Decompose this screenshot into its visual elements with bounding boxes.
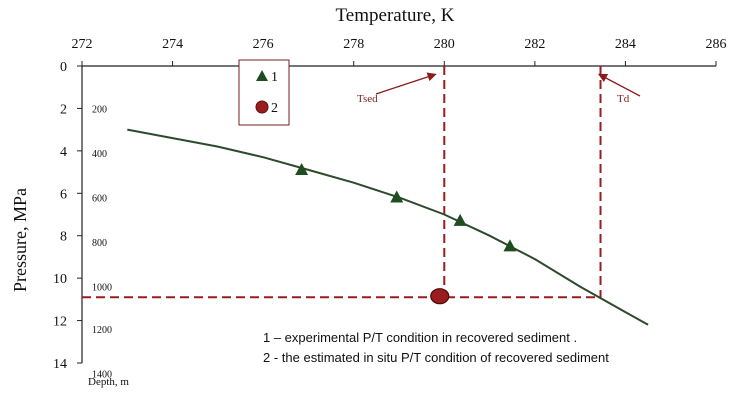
x-axis-title: Temperature, K	[336, 5, 455, 26]
y-tick-label: 8	[60, 230, 67, 245]
depth-axis-title: Depth, m	[88, 376, 129, 388]
x-tick-label: 274	[162, 37, 183, 52]
depth-tick-label: 1400	[92, 370, 112, 381]
depth-tick-label: 400	[92, 149, 107, 160]
legend-box	[238, 59, 290, 126]
series-1-marker	[503, 239, 517, 252]
series-2-marker	[430, 288, 450, 305]
annotation-arrow	[375, 72, 437, 95]
series-1-marker	[390, 190, 404, 203]
depth-tick-label: 800	[92, 238, 107, 249]
legend-label-2: 2	[271, 101, 278, 116]
y-tick-label: 14	[53, 357, 67, 372]
legend: 1 2	[238, 59, 290, 126]
equilibrium-curve	[127, 128, 649, 326]
legend-circle-icon	[255, 100, 269, 114]
y-ticks: 0 2 4 6 8 10 12 14	[53, 60, 82, 372]
x-tick-label: 282	[524, 37, 545, 52]
x-tick-label: 278	[343, 37, 364, 52]
series-1-marker	[295, 162, 309, 175]
y-tick-label: 6	[60, 187, 67, 202]
legend-label-1: 1	[271, 70, 278, 85]
x-tick-label: 286	[706, 37, 727, 52]
depth-tick-label: 600	[92, 194, 107, 205]
legend-triangle-icon	[256, 70, 268, 81]
x-ticks: 272 274 276 278 280 282 284 286	[72, 37, 727, 66]
depth-ticks: 200 400 600 800 1000 1200 1400	[92, 104, 112, 380]
reference-lines	[82, 66, 602, 300]
annotation-label: Td	[617, 93, 630, 105]
annotation-arrow	[597, 73, 641, 97]
y-tick-label: 10	[53, 272, 67, 287]
depth-tick-label: 1000	[92, 283, 112, 294]
annotations: Tsed Td	[357, 72, 641, 105]
x-tick-label: 272	[72, 37, 93, 52]
series-1-marker	[453, 213, 467, 226]
data-markers	[295, 162, 517, 305]
y-axis-title: Pressure, MPa	[10, 188, 30, 292]
note-1: 1 – experimental P/T condition in recove…	[263, 330, 577, 345]
note-2: 2 - the estimated in situ P/T condition …	[263, 350, 609, 365]
depth-tick-label: 1200	[92, 325, 112, 336]
axes	[81, 65, 716, 363]
y-tick-label: 0	[60, 60, 67, 75]
y-tick-label: 2	[60, 102, 67, 117]
x-tick-label: 284	[615, 37, 636, 52]
x-tick-label: 280	[434, 37, 455, 52]
y-tick-label: 4	[60, 145, 67, 160]
y-tick-label: 12	[53, 315, 67, 330]
annotation-label: Tsed	[357, 93, 378, 105]
depth-tick-label: 200	[92, 104, 107, 115]
x-tick-label: 276	[253, 37, 274, 52]
